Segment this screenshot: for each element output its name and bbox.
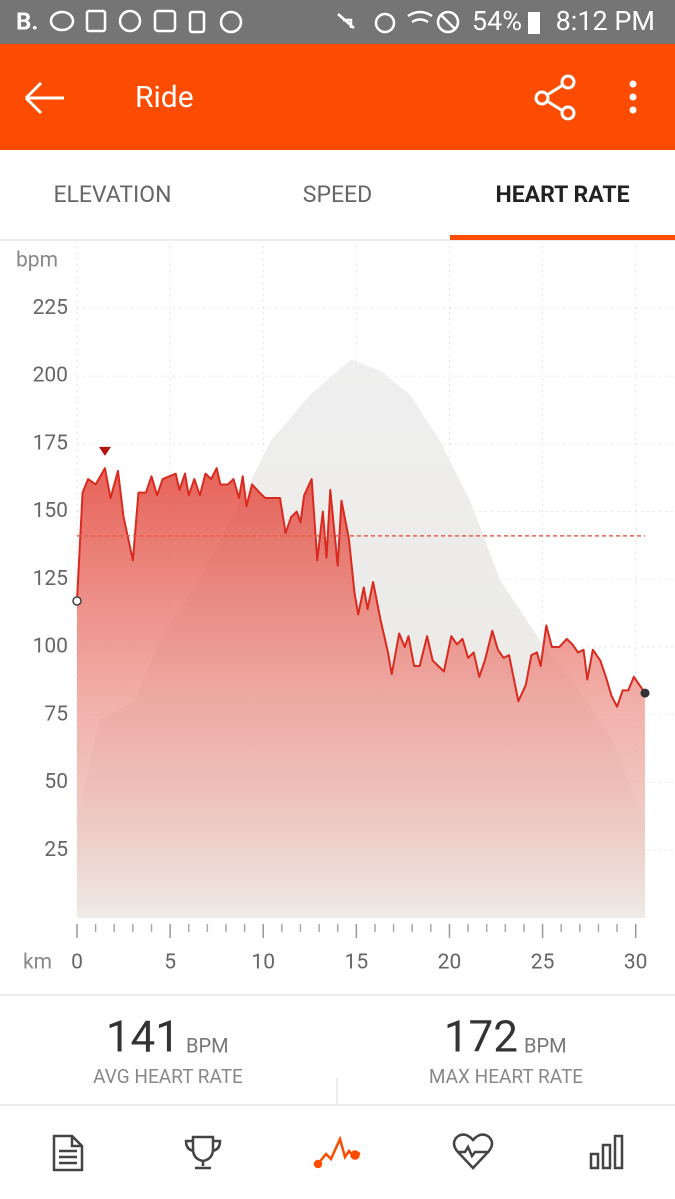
nav-analysis[interactable] (313, 1135, 361, 1169)
y-tick-label: 100 (33, 635, 68, 659)
x-tick-label: 15 (345, 951, 369, 975)
y-tick-label: 150 (33, 499, 68, 523)
chart: 25 50 75 100 125 150 175 200 225 0 5 10 15 20 25 30 bpm k… (16, 246, 675, 975)
max-marker (98, 446, 111, 456)
x-tick-label: 20 (438, 951, 462, 975)
y-tick-label: 25 (44, 838, 68, 862)
x-tick-label: 0 (71, 951, 83, 975)
y-axis-label: bpm (16, 249, 58, 273)
nav-heart-rate[interactable] (452, 1133, 494, 1170)
clock: 8:12 PM (556, 5, 655, 37)
nav-overview[interactable] (52, 1134, 84, 1172)
heart-rate-line (76, 467, 646, 708)
tab-indicator (450, 235, 675, 240)
heart-rate-area (77, 468, 645, 918)
nav-stats[interactable] (589, 1134, 624, 1170)
y-tick-label: 75 (44, 702, 68, 726)
stat-value: 172 (444, 1011, 518, 1063)
tab[interactable]: ELEVATION (53, 181, 171, 208)
stat-label: MAX HEART RATE (429, 1065, 583, 1088)
battery-icon (528, 12, 540, 34)
share-button[interactable] (534, 74, 576, 121)
tab[interactable]: SPEED (303, 181, 372, 208)
start-point (72, 596, 82, 606)
y-tick-label: 125 (33, 567, 68, 591)
y-tick-label: 200 (33, 364, 68, 388)
x-tick-label: 10 (251, 951, 275, 975)
x-tick-label: 25 (531, 951, 555, 975)
stat-unit: BPM (524, 1033, 567, 1057)
back-button[interactable] (24, 81, 64, 115)
stat-label: AVG HEART RATE (93, 1065, 243, 1088)
tab-bar (0, 150, 675, 240)
tab[interactable]: HEART RATE (495, 181, 629, 208)
notification-icon-text: B. (16, 7, 38, 35)
status-bar (0, 0, 675, 44)
x-axis-label: km (23, 951, 52, 975)
stat-unit: BPM (186, 1033, 229, 1057)
y-tick-label: 50 (44, 770, 68, 794)
status-icons (49, 9, 460, 34)
battery-level: 54% (472, 5, 522, 37)
y-tick-label: 175 (33, 431, 68, 455)
stat-value: 141 (106, 1011, 180, 1063)
bottom-nav (52, 1133, 624, 1172)
nav-achievements[interactable] (184, 1135, 222, 1170)
y-tick-label: 225 (33, 296, 68, 320)
end-point (640, 688, 650, 698)
tabs: ELEVATION SPEED HEART RATE (53, 181, 675, 240)
app-bar (0, 44, 675, 150)
x-tick-label: 5 (164, 951, 176, 975)
app-title: Ride (135, 80, 194, 115)
overflow-menu[interactable] (629, 80, 637, 114)
x-tick-label: 30 (624, 951, 648, 975)
